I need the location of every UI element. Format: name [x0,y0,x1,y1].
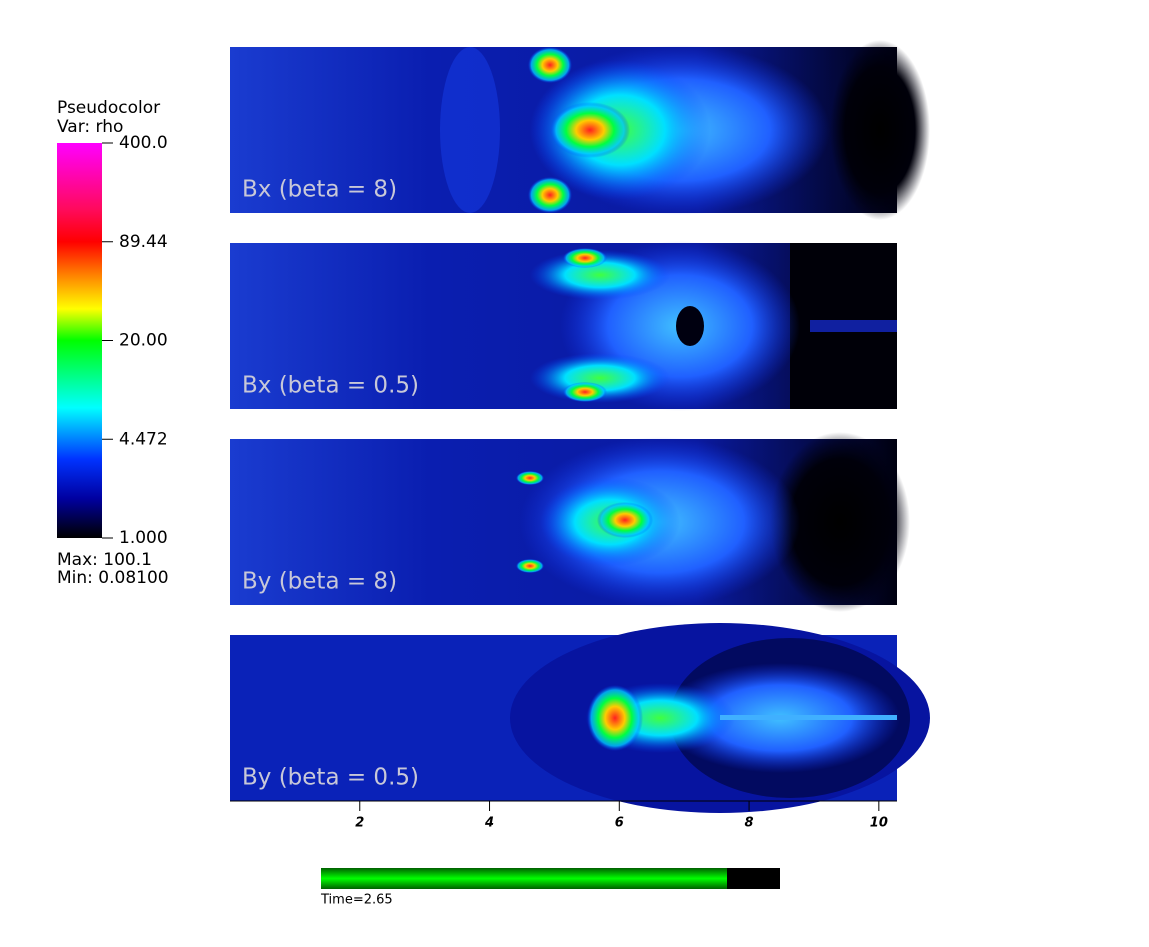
panel-3-image [230,432,910,612]
x-tick-label: 8 [745,816,754,831]
colorbar-tick-label: 1.000 [119,528,168,548]
panel-label: By (beta = 8) [242,569,397,595]
panel-4-image [230,623,930,813]
panel-label: By (beta = 0.5) [242,765,419,791]
colorbar-tick-label: 20.00 [119,331,168,351]
panel-label: Bx (beta = 8) [242,177,397,203]
panel-labels: Bx (beta = 8) Bx (beta = 0.5) By (beta = 8… [242,177,419,791]
panel-label: Bx (beta = 0.5) [242,373,419,399]
x-ticks: 2 4 6 8 10 [355,801,888,831]
colorbar-tick-label: 89.44 [119,232,168,252]
colorbar-tick-label: 4.472 [119,429,168,449]
x-tick-label: 2 [355,816,364,831]
legend-variable: Var: rho [57,117,123,137]
panels [230,40,930,813]
panel-2-image [230,241,897,411]
panel-1-image [230,40,930,220]
colorbar-ticks: 400.0 89.44 20.00 4.472 1.000 [102,133,168,548]
legend-min: Min: 0.08100 [57,568,169,588]
colorbar-tick-label: 400.0 [119,133,168,153]
legend-title: Pseudocolor [57,98,160,118]
legend-max: Max: 100.1 [57,550,152,570]
time-label: Time=2.65 [320,893,393,908]
x-tick-label: 4 [484,816,494,831]
time-slider-fill [321,868,727,889]
x-tick-label: 6 [615,816,624,831]
x-tick-label: 10 [870,816,888,831]
colorbar [57,143,102,538]
